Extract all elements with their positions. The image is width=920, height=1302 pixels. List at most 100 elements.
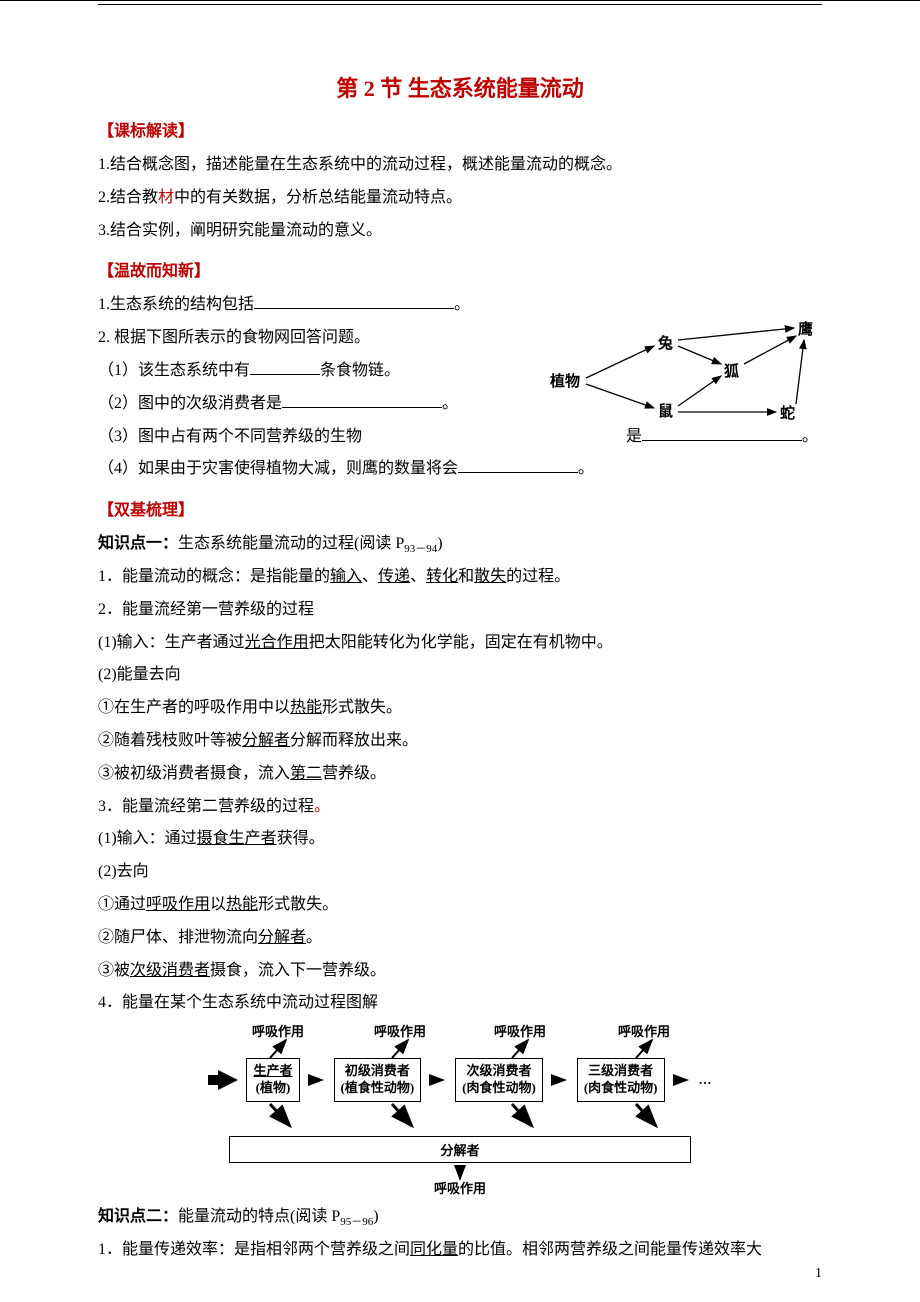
text-line: (2)能量去向 (98, 659, 822, 692)
fill-blank[interactable] (254, 292, 454, 310)
text: 。 (802, 428, 818, 445)
text: 、 (410, 568, 426, 585)
arrow-icon (673, 1073, 691, 1087)
underline-term: 分解者 (258, 929, 306, 946)
node-fox: 狐 (724, 360, 739, 381)
arrow-icon (429, 1073, 447, 1087)
text-line: 知识点二：能量流动的特点(阅读 P95－96) (98, 1201, 822, 1234)
energy-flow-diagram: 呼吸作用 呼吸作用 呼吸作用 呼吸作用 生产者 (植物) 初级消费者 (植食性动… (200, 1024, 720, 1195)
text: ①在生产者的呼吸作用中以 (98, 699, 290, 716)
text: 。 (306, 929, 322, 946)
page-ref: 95－96 (340, 1216, 373, 1228)
underline-term: 转化 (426, 568, 458, 585)
text: ②随尸体、排泄物流向 (98, 929, 258, 946)
underline-term: 摄食生产者 (197, 830, 277, 847)
text: 是 (626, 428, 642, 445)
text: 以 (210, 896, 226, 913)
section-heading-2: 【温故而知新】 (98, 257, 822, 281)
box-sublabel: (植物) (256, 1080, 291, 1095)
page-number: 1 (815, 1266, 822, 1282)
arrow-icon (551, 1073, 569, 1087)
box-label: 次级消费者 (467, 1063, 532, 1078)
flow-box-decomposer: 分解者 (229, 1136, 691, 1163)
node-eagle: 鹰 (798, 318, 813, 339)
text-line: ③被初级消费者摄食，流入第二营养级。 (98, 758, 822, 791)
page-title: 第 2 节 生态系统能量流动 (98, 71, 822, 103)
text-line: 3．能量流经第二营养级的过程。 (98, 791, 822, 824)
foodweb-container: 2. 根据下图所表示的食物网回答问题。 （1）该生态系统中有条食物链。 （2）图… (98, 322, 822, 453)
underline-term: 传递 (378, 568, 410, 585)
svg-text:呼吸作用: 呼吸作用 (494, 1024, 546, 1039)
text: 的过程。 (506, 568, 570, 585)
underline-term: 次级消费者 (130, 962, 210, 979)
flow-mid-row: 生产者 (植物) 初级消费者 (植食性动物) 次级消费者 (肉食性动物) 三级消… (200, 1058, 720, 1102)
text: 3．能量流经第二营养级的过程 (98, 798, 314, 815)
box-sublabel: (植食性动物) (341, 1080, 415, 1095)
text: 营养级。 (322, 765, 386, 782)
text: (1)输入：生产者通过 (98, 634, 245, 651)
box-sublabel: (肉食性动物) (462, 1080, 536, 1095)
text: 获得。 (277, 830, 325, 847)
text-line: 1．能量流动的概念：是指能量的输入、传递、转化和散失的过程。 (98, 561, 822, 594)
fill-blank[interactable] (458, 456, 578, 474)
box-sublabel: (肉食性动物) (584, 1080, 658, 1095)
text: 形式散失。 (258, 896, 338, 913)
text: 2.结合教 (98, 189, 158, 206)
text-highlight: 。 (314, 798, 330, 815)
text: 分解而释放出来。 (290, 732, 418, 749)
text-line: ①在生产者的呼吸作用中以热能形式散失。 (98, 692, 822, 725)
underline-term: 散失 (474, 568, 506, 585)
text: 的比值。相邻两营养级之间能量传递效率大 (458, 1241, 762, 1258)
text: 、 (362, 568, 378, 585)
foodweb-diagram: 植物 兔 鼠 狐 蛇 鹰 (546, 318, 834, 428)
text: 中的有关数据，分析总结能量流动特点。 (174, 189, 462, 206)
text-line: （4）如果由于灾害使得植物大减，则鹰的数量将会。 (98, 453, 822, 486)
page-ref: 93－94 (404, 543, 437, 555)
underline-term: 呼吸作用 (146, 896, 210, 913)
box-label: 初级消费者 (345, 1063, 410, 1078)
node-rabbit: 兔 (658, 332, 673, 353)
svg-text:呼吸作用: 呼吸作用 (618, 1024, 670, 1039)
text: 1.生态系统的结构包括 (98, 296, 254, 313)
text: （1）该生态系统中有 (98, 362, 250, 379)
svg-text:呼吸作用: 呼吸作用 (252, 1024, 304, 1039)
svg-text:呼吸作用: 呼吸作用 (374, 1024, 426, 1039)
text: 形式散失。 (322, 699, 402, 716)
knowledge-label: 知识点二： (98, 1208, 178, 1225)
section-heading-1: 【课标解读】 (98, 117, 822, 141)
text: ②随着残枝败叶等被 (98, 732, 242, 749)
node-plant: 植物 (550, 370, 580, 391)
text: ③被 (98, 962, 130, 979)
text-line: ③被次级消费者摄食，流入下一营养级。 (98, 955, 822, 988)
flow-down-arrows (200, 1102, 720, 1130)
text-line: (1)输入：生产者通过光合作用把太阳能转化为化学能，固定在有机物中。 (98, 627, 822, 660)
text: 条食物链。 (320, 362, 400, 379)
flow-box-consumer2: 次级消费者 (肉食性动物) (455, 1058, 543, 1102)
text: 和 (458, 568, 474, 585)
underline-term: 热能 (226, 896, 258, 913)
text: （3）图中占有两个不同营养级的生物 (98, 428, 362, 445)
flow-box-consumer3: 三级消费者 (肉食性动物) (577, 1058, 665, 1102)
text-line: 1．能量传递效率：是指相邻两个营养级之间同化量的比值。相邻两营养级之间能量传递效… (98, 1234, 822, 1267)
node-snake: 蛇 (780, 402, 795, 423)
node-mouse: 鼠 (658, 400, 673, 421)
fill-blank[interactable] (250, 357, 320, 375)
text-line: 2．能量流经第一营养级的过程 (98, 594, 822, 627)
underline-term: 第二 (290, 765, 322, 782)
text-line: ②随着残枝败叶等被分解者分解而释放出来。 (98, 725, 822, 758)
text: 摄食，流入下一营养级。 (210, 962, 386, 979)
flow-box-consumer1: 初级消费者 (植食性动物) (334, 1058, 422, 1102)
text-line: 2.结合教材中的有关数据，分析总结能量流动特点。 (98, 182, 822, 215)
section-heading-3: 【双基梳理】 (98, 496, 822, 520)
text-line: (1)输入：通过摄食生产者获得。 (98, 823, 822, 856)
text-line: 知识点一：生态系统能量流动的过程(阅读 P93－94) (98, 528, 822, 561)
text: ) (373, 1208, 378, 1225)
text-highlight: 材 (158, 189, 174, 206)
text: ) (437, 535, 442, 552)
flow-dots: … (699, 1072, 712, 1088)
text-line: 1.结合概念图，描述能量在生态系统中的流动过程，概述能量流动的概念。 (98, 149, 822, 182)
underline-term: 光合作用 (245, 634, 309, 651)
flow-box-producer: 生产者 (植物) (246, 1058, 299, 1102)
box-label: 三级消费者 (588, 1063, 653, 1078)
fill-blank[interactable] (282, 390, 442, 408)
